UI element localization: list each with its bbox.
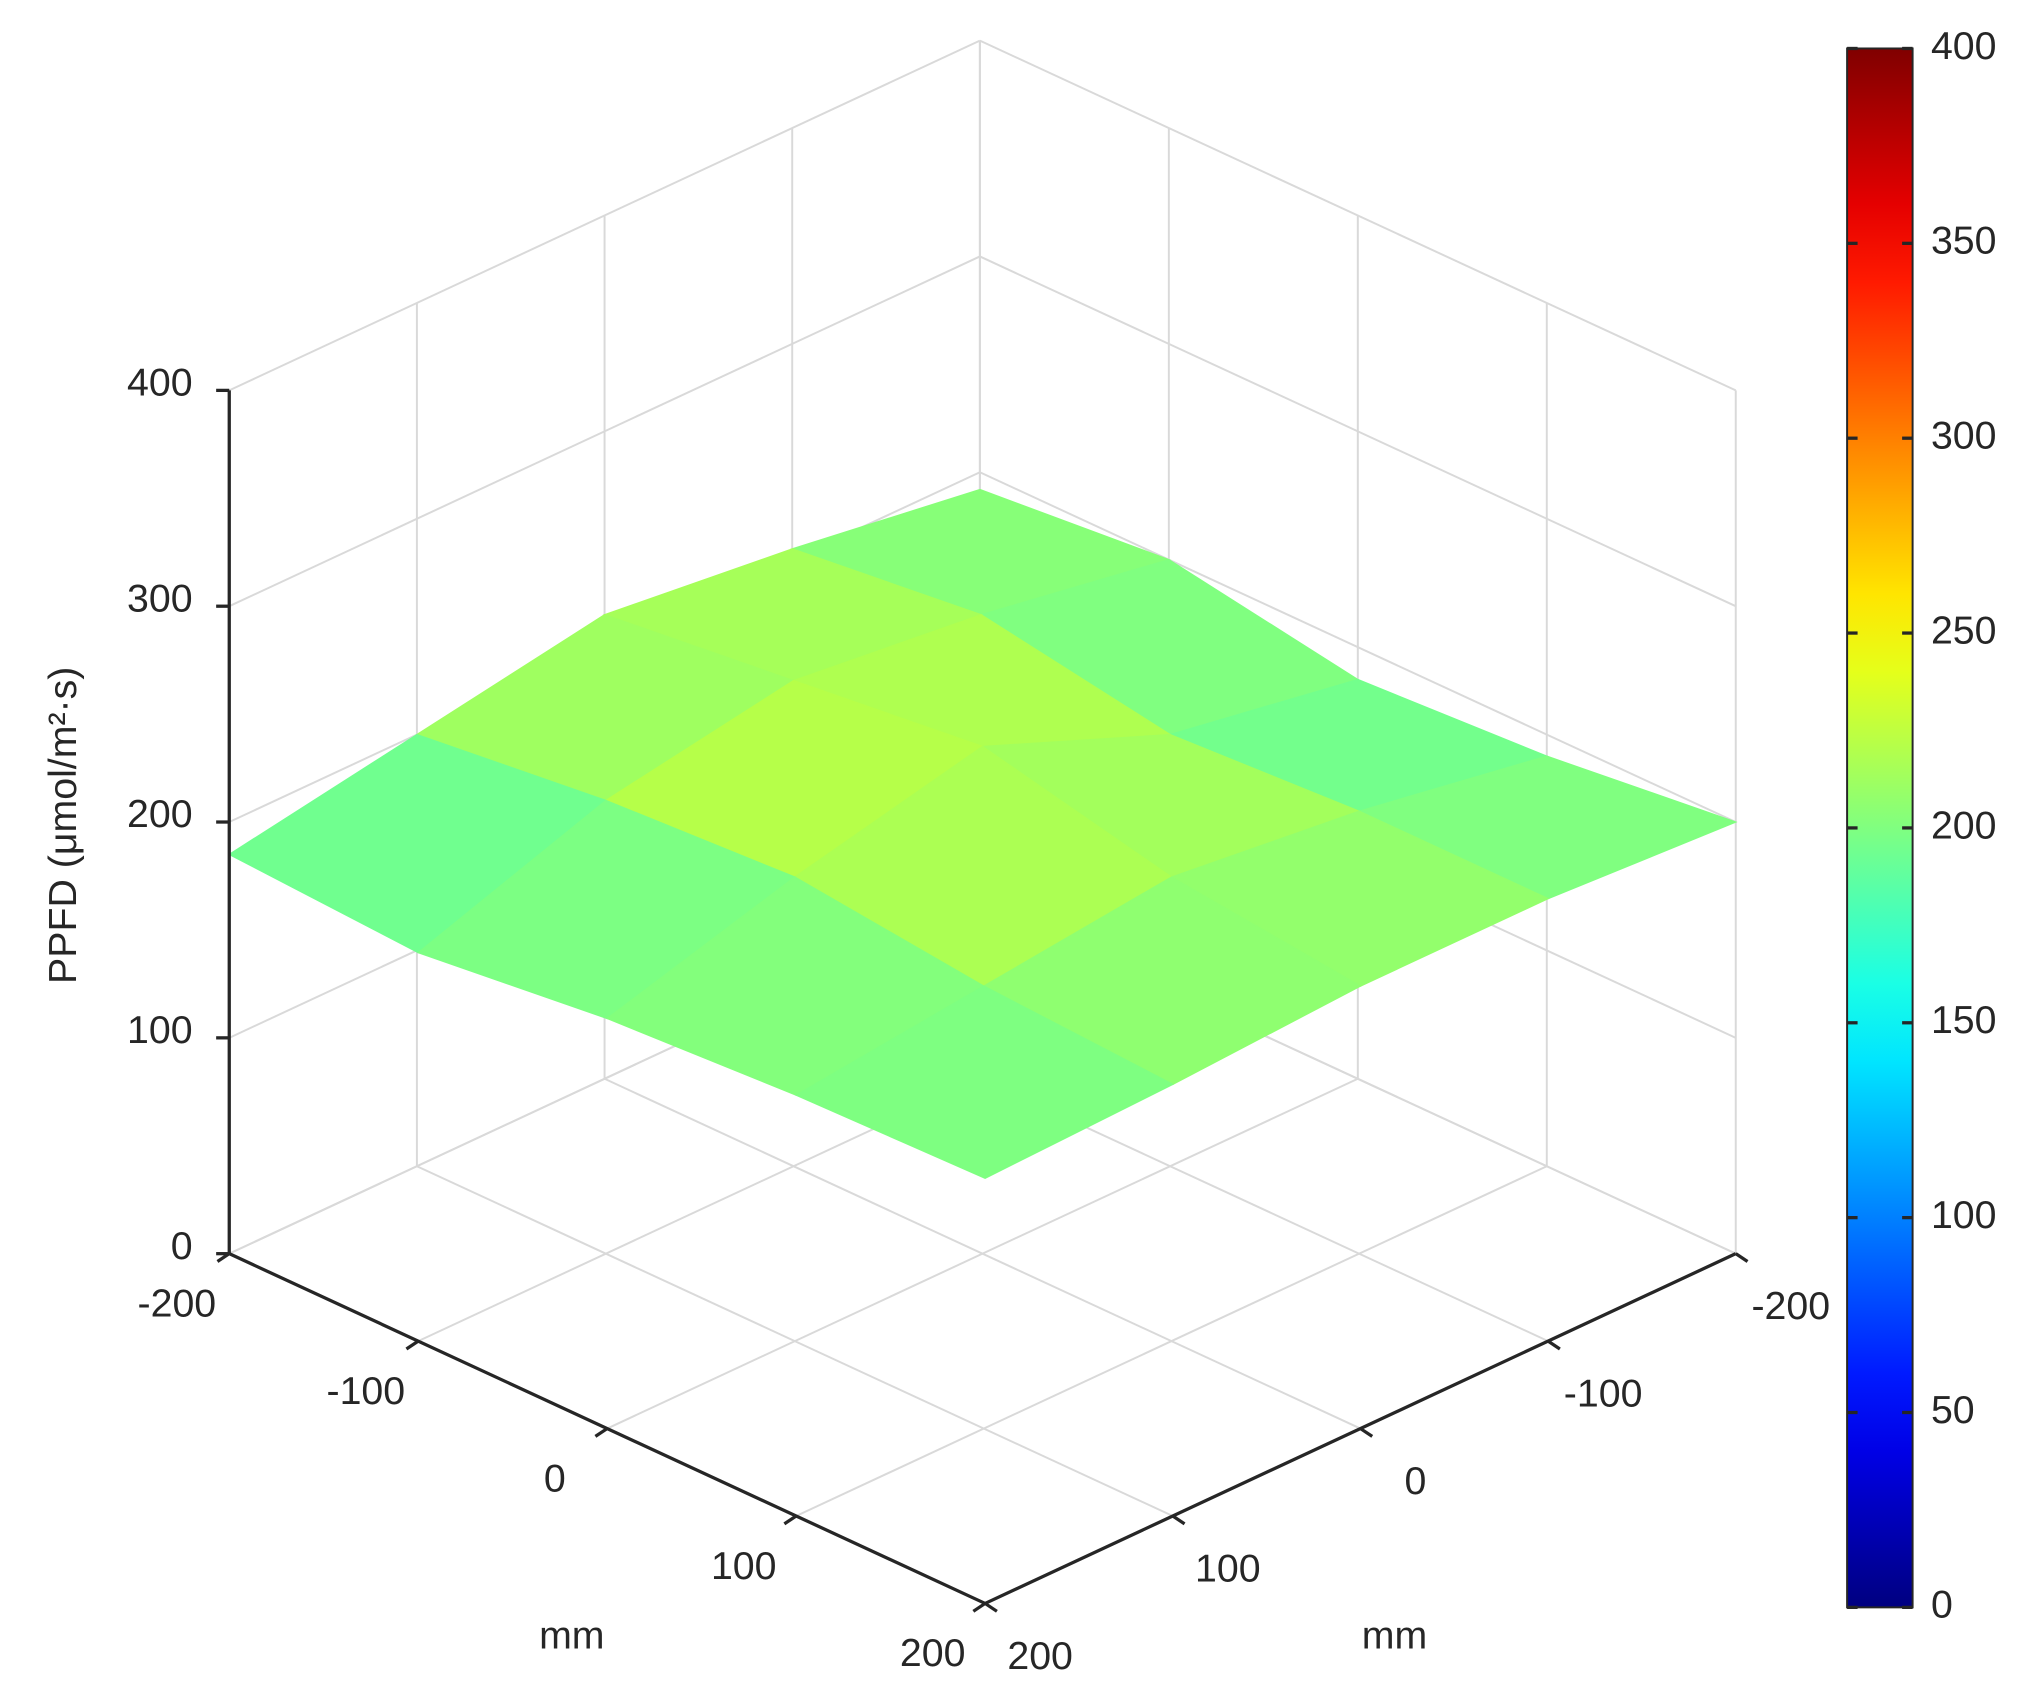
x-tick [216,1252,231,1263]
y-tick [1359,1427,1374,1438]
x-tick-label: -100 [326,1369,405,1413]
y-tick [1171,1514,1186,1526]
z-tick-label: 100 [127,1008,193,1052]
grid-line [416,1165,1174,1517]
x-tick [972,1602,987,1613]
x-tick-label: 0 [544,1456,566,1500]
z-tick-label: 400 [127,361,193,405]
z-tick-label: 300 [127,576,193,620]
y-axis-label: mm [1362,1614,1427,1658]
x-tick [783,1514,798,1526]
z-tick-label: 200 [127,792,193,836]
x-axis [228,1252,986,1605]
x-tick [594,1427,609,1438]
colorbar-tick-label: 200 [1931,803,1997,847]
x-tick-label: 200 [900,1631,966,1675]
colorbar-tick-label: 300 [1931,414,1997,458]
y-tick-label: 100 [1195,1546,1261,1590]
colorbar-tick-label: 250 [1931,608,1997,652]
z-tick-label: 0 [171,1224,193,1268]
colorbar-tick-label: 150 [1931,998,1997,1042]
x-tick-label: -200 [138,1281,217,1325]
y-tick-label: 200 [1007,1634,1073,1678]
y-tick-label: -100 [1564,1372,1643,1416]
plot: PPFD (μmol/m²·s) 0 100 200 300 400 -200 -100 0 1… [41,24,1997,1678]
y-tick [984,1602,998,1613]
grid-line [604,1077,1361,1430]
x-axis-label: mm [539,1614,604,1658]
x-tick-label: 100 [711,1544,777,1588]
colorbar-tick-label: 50 [1931,1388,1975,1432]
y-tick [1547,1339,1561,1351]
z-axis-label: PPFD (μmol/m²·s) [41,667,85,984]
colorbar-tick-label: 350 [1931,219,1997,263]
colorbar-tick-label: 100 [1931,1193,1997,1237]
y-tick [1734,1252,1749,1263]
surface-patch [794,985,1175,1179]
colorbar-tick-label: 0 [1931,1583,1953,1627]
x-tick [405,1339,420,1351]
y-tick-label: 0 [1405,1459,1427,1503]
y-tick-label: -200 [1751,1284,1830,1328]
colorbar-tick-label: 400 [1931,24,1997,68]
